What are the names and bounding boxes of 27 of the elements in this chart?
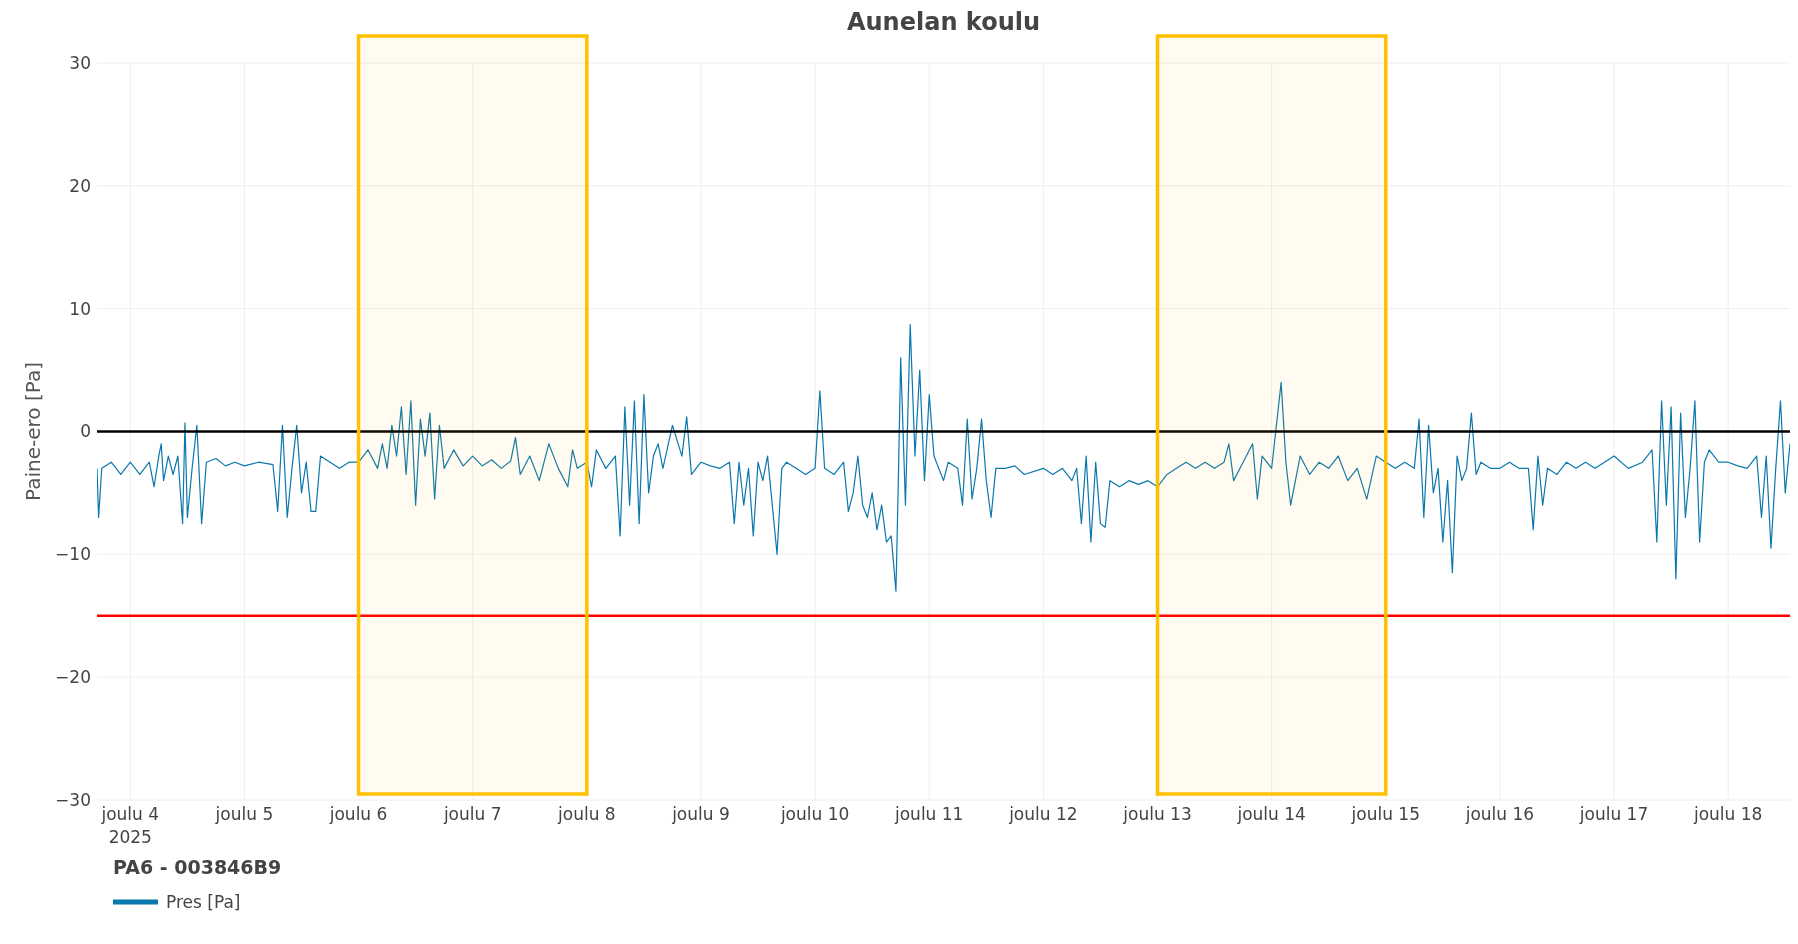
y-tick-label: 10 <box>69 298 91 319</box>
line-series <box>97 324 1790 592</box>
x-tick-label: joulu 5 <box>214 804 274 824</box>
x-tick-label: joulu 11 <box>894 804 964 824</box>
x-tick-label: joulu 13 <box>1122 804 1192 824</box>
y-tick-label: 30 <box>69 52 91 73</box>
x-tick-label: joulu 17 <box>1578 804 1649 824</box>
x-tick-label: joulu 6 <box>328 804 388 824</box>
y-tick-label: −30 <box>55 789 91 810</box>
x-tick-label: joulu 4 2025 <box>100 804 160 847</box>
y-tick-label: 0 <box>80 421 91 442</box>
x-tick-label: joulu 10 <box>779 804 850 824</box>
x-tick-label: joulu 8 <box>557 804 616 824</box>
x-tick-label: joulu 18 <box>1692 804 1763 824</box>
y-tick-label: 20 <box>69 175 91 196</box>
legend-title: PA6 - 003846B9 <box>113 856 282 878</box>
chart-title: Aunelan koulu <box>846 8 1041 36</box>
y-tick-label: −20 <box>55 667 91 688</box>
legend-label: Pres [Pa] <box>166 891 241 912</box>
y-axis-title: Paine-ero [Pa] <box>21 362 45 501</box>
x-tick-label: joulu 15 <box>1350 804 1420 824</box>
x-tick-label: joulu 14 <box>1236 804 1306 824</box>
x-tick-label: joulu 9 <box>671 804 730 824</box>
x-tick-label: joulu 16 <box>1464 804 1535 824</box>
y-tick-label: −10 <box>55 544 91 565</box>
x-tick-label: joulu 12 <box>1008 804 1078 824</box>
x-tick-label: joulu 7 <box>442 804 502 824</box>
